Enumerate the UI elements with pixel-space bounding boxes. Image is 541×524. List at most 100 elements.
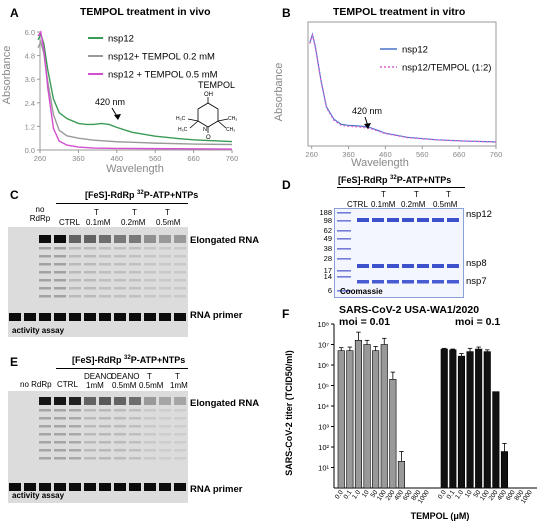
panel-c-t1: T: [94, 208, 99, 217]
gel-ladder-band: [144, 457, 156, 460]
gel-ladder-band: [144, 295, 156, 298]
gel-ladder-band: [99, 441, 111, 444]
panel-f-bar: [372, 350, 380, 489]
gelD-nsp7-band: [417, 280, 429, 284]
gel-ladder-band: [69, 417, 81, 420]
gel-ladder-band: [39, 263, 51, 266]
panel-f-xtick-label: 0.1: [446, 489, 457, 501]
gelD-nsp8-band: [402, 264, 414, 268]
gel-ladder-band: [114, 457, 126, 460]
gel-ladder-band: [144, 247, 156, 250]
panel-a-legend-label-2: nsp12 + TEMPOL 0.5 mM: [108, 70, 218, 81]
gel-ladder-band: [144, 279, 156, 282]
panel-d-nsp8: nsp8: [466, 258, 487, 269]
panel-a-spectrum-chart: 260 360 460 560 660 760 0.0 1.2 2.4 3.6 4.8 6.0 Abs…: [1, 28, 239, 175]
gel-ladder-band: [144, 417, 156, 420]
gel-primer-band: [99, 483, 111, 491]
gelD-marker-band: [337, 270, 351, 272]
panel-f-xtick-label: 50: [472, 489, 482, 499]
gel-ladder-band: [129, 255, 141, 258]
gel-primer-band: [114, 483, 126, 491]
panel-c-t3: T: [165, 208, 170, 217]
gelD-nsp8-band: [387, 264, 399, 268]
panel-d-marker-label: 14: [323, 272, 332, 281]
panel-d-t3: T: [446, 190, 451, 199]
gel-ladder-band: [39, 425, 51, 428]
gel-ladder-band: [69, 433, 81, 436]
gel-ladder-band: [114, 409, 126, 412]
gel-ladder-band: [159, 255, 171, 258]
panel-f-bar: [363, 344, 371, 489]
gel-primer-band: [129, 483, 141, 491]
panel-e-ctrl: CTRL: [57, 380, 78, 389]
gel-ladder-band: [84, 449, 96, 452]
panel-b-xtick-label: 760: [490, 150, 503, 159]
gel-ladder-band: [159, 279, 171, 282]
gel-ladder-band: [144, 425, 156, 428]
panel-f-xtick-label: 1.0: [351, 489, 362, 501]
gel-primer-band: [54, 483, 66, 491]
gel-ladder-band: [39, 255, 51, 258]
gel-ladder-band: [39, 457, 51, 460]
gel-ladder-band: [84, 287, 96, 290]
gel-ladder-band: [99, 287, 111, 290]
gel-primer-band: [39, 483, 51, 491]
panel-f-bar: [500, 451, 508, 489]
panel-c-header-bracket: [56, 203, 188, 204]
panel-a-xtick-label: 760: [226, 154, 239, 163]
svg-text:H₃C: H₃C: [176, 116, 186, 122]
gelD-nsp7-band: [357, 280, 369, 284]
panel-c-conc3: 0.5mM: [156, 218, 181, 227]
panel-a-legend-label-0: nsp12: [108, 34, 134, 45]
gel-ladder-band: [99, 457, 111, 460]
gel-ladder-band: [84, 417, 96, 420]
gelD-nsp12-band: [372, 218, 384, 222]
gel-ladder-band: [84, 255, 96, 258]
panel-f-xtick-label: 0.0: [334, 489, 345, 501]
panel-e-header: [FeS]-RdRp 32P-ATP+NTPs: [72, 355, 186, 365]
gel-primer-band: [144, 483, 156, 491]
panel-f-ytick-label: 10⁴: [317, 402, 329, 411]
gel-ladder-band: [174, 449, 186, 452]
gel-elongated-band: [84, 235, 96, 243]
gelD-nsp8-band: [432, 264, 444, 268]
gel-ladder-band: [99, 417, 111, 420]
gel-ladder-band: [144, 409, 156, 412]
gel-ladder-band: [129, 425, 141, 428]
gel-ladder-band: [129, 287, 141, 290]
panel-f-ytick-label: 10³: [318, 423, 329, 432]
gel-elongated-band: [144, 235, 156, 243]
gel-ladder-band: [99, 279, 111, 282]
panel-f-bar: [457, 355, 465, 489]
gel-ladder-band: [54, 433, 66, 436]
gel-ladder-band: [54, 295, 66, 298]
gelD-nsp8-band: [447, 264, 459, 268]
panel-e-elongated: Elongated RNA: [190, 398, 260, 409]
gel-ladder-band: [114, 425, 126, 428]
gel-ladder-band: [39, 449, 51, 452]
panel-b-xlabel: Wavelength: [351, 157, 409, 169]
gel-elongated-band: [54, 397, 66, 405]
panel-f-title: SARS-CoV-2 USA-WA1/2020: [339, 304, 480, 316]
gel-ladder-band: [159, 247, 171, 250]
panel-f-ylabel: SARS-CoV-2 titer (TCID50/ml): [284, 350, 294, 476]
panel-f-xtick-label: 50: [369, 489, 379, 499]
gel-ladder-band: [129, 417, 141, 420]
gel-ladder-band: [174, 263, 186, 266]
svg-text:OH: OH: [204, 92, 213, 98]
gel-ladder-band: [69, 287, 81, 290]
gel-ladder-band: [69, 457, 81, 460]
gel-primer-band: [114, 313, 126, 321]
gel-ladder-band: [129, 449, 141, 452]
gel-ladder-band: [39, 295, 51, 298]
gel-ladder-band: [39, 271, 51, 274]
gel-ladder-band: [39, 247, 51, 250]
panel-f-bar: [483, 351, 491, 489]
panel-d-header-bracket: [337, 187, 465, 188]
gel-elongated-band: [69, 235, 81, 243]
gel-ladder-band: [159, 449, 171, 452]
gel-ladder-band: [69, 255, 81, 258]
gel-ladder-band: [99, 425, 111, 428]
svg-text:CH₃: CH₃: [226, 127, 235, 133]
